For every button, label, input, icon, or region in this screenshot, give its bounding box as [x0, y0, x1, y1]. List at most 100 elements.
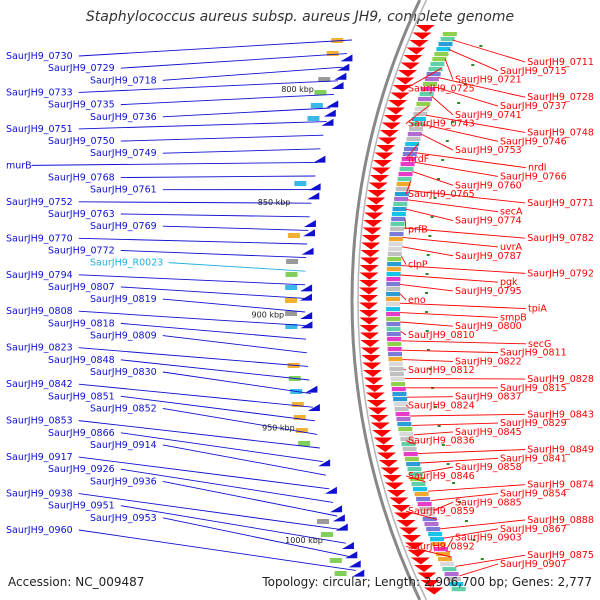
- leader-line-left: [120, 134, 324, 142]
- leader-line-right: [422, 466, 454, 473]
- gene-label-left: SaurJH9_0808: [6, 306, 73, 317]
- leader-line-right: [430, 493, 499, 502]
- gene-label-left: SaurJH9_0807: [48, 282, 115, 293]
- backbone-outer-arc: [350, 0, 422, 600]
- function-category-block: [436, 552, 451, 557]
- gene-label-left: SaurJH9_0819: [90, 294, 157, 305]
- gene-label-right: uvrA: [500, 242, 523, 253]
- function-category-block: [395, 412, 410, 417]
- forward-gene-arrow: [417, 572, 437, 580]
- gene-label-left: SaurJH9_0735: [48, 100, 115, 111]
- function-category-block: [407, 132, 422, 137]
- function-category-block: [411, 482, 426, 487]
- gene-label-left: SaurJH9_0729: [48, 63, 115, 74]
- leader-line-right: [438, 77, 526, 98]
- function-category-block: [417, 97, 432, 102]
- gene-label-right: SaurJH9_0760: [455, 180, 522, 191]
- leader-line-right: [405, 180, 412, 195]
- gene-label-right: SaurJH9_0837: [455, 392, 522, 403]
- leader-line-right: [414, 161, 499, 177]
- forward-gene-arrow: [407, 550, 427, 557]
- gene-label-right: eno: [408, 295, 426, 306]
- function-category-block: [413, 487, 428, 492]
- leader-line-left: [120, 93, 334, 106]
- reverse-gene-arrow: [305, 385, 318, 393]
- forward-gene-arrow: [389, 497, 409, 505]
- leader-line-left: [162, 480, 338, 517]
- forward-gene-arrow: [359, 280, 379, 287]
- reverse-gene-arrow: [318, 459, 331, 467]
- gene-label-right: SaurJH9_0743: [408, 119, 475, 130]
- function-category-block: [411, 117, 426, 122]
- forward-gene-arrow: [377, 137, 397, 145]
- leader-line-right: [403, 227, 526, 239]
- function-category-block: [390, 222, 405, 227]
- leader-line-right: [400, 321, 454, 327]
- leader-line-right: [405, 475, 426, 483]
- forward-gene-arrow: [402, 535, 422, 542]
- function-category-block: [392, 207, 407, 212]
- reverse-gene-arrow: [345, 551, 358, 559]
- gene-label-right: SaurJH9_0721: [455, 75, 522, 86]
- gene-label-right: nrdF: [408, 154, 429, 165]
- leader-line-right: [455, 554, 526, 567]
- function-category-block: [386, 327, 401, 332]
- function-category-block: [401, 442, 416, 447]
- function-category-block: [386, 312, 401, 317]
- composition-block: [286, 259, 299, 264]
- leader-line-left: [78, 121, 327, 130]
- forward-gene-arrow: [362, 370, 382, 377]
- leader-line-right: [403, 368, 407, 371]
- function-category-block: [408, 472, 423, 477]
- scale-label: 800 kbp: [281, 85, 314, 94]
- function-category-block: [430, 62, 445, 67]
- function-category-block: [414, 492, 429, 497]
- forward-gene-arrow: [360, 347, 380, 355]
- composition-block: [285, 324, 298, 329]
- composition-block: [294, 181, 307, 186]
- function-category-block: [403, 147, 418, 152]
- gc-mark: [472, 539, 476, 541]
- function-category-block: [399, 432, 414, 437]
- reverse-gene-arrow: [330, 505, 343, 513]
- function-category-block: [419, 92, 434, 97]
- forward-gene-arrow: [384, 482, 404, 490]
- forward-gene-arrow: [376, 145, 396, 152]
- gene-label-right: SaurJH9_0746: [500, 136, 567, 147]
- leader-line-left: [162, 408, 318, 435]
- gene-label-left: SaurJH9_0830: [90, 367, 157, 378]
- scale-label: 900 kbp: [252, 311, 285, 320]
- gene-label-left: SaurJH9_0842: [6, 379, 73, 390]
- leader-line-left: [120, 468, 334, 503]
- forward-gene-arrow: [362, 362, 382, 370]
- gc-mark: [441, 159, 445, 161]
- function-category-block: [405, 142, 420, 147]
- function-category-block: [394, 407, 409, 412]
- leader-line-left: [120, 53, 347, 69]
- function-category-block: [396, 182, 411, 187]
- gene-label-right: SaurJH9_0824: [408, 400, 475, 411]
- leader-line-right: [444, 58, 454, 80]
- reverse-gene-arrow: [307, 404, 320, 411]
- gene-label-left: SaurJH9_0960: [6, 525, 73, 536]
- function-category-block: [394, 197, 409, 202]
- function-category-block: [434, 52, 449, 57]
- gene-label-right: SaurJH9_0811: [500, 348, 567, 359]
- forward-gene-arrow: [372, 430, 392, 437]
- leader-line-right: [427, 484, 526, 492]
- leader-line-right: [412, 171, 454, 186]
- gene-label-right: SaurJH9_0849: [527, 445, 594, 456]
- leader-line-left: [78, 39, 352, 57]
- function-category-block: [406, 137, 421, 142]
- forward-gene-arrow: [424, 587, 444, 595]
- forward-gene-arrow: [375, 445, 395, 452]
- function-category-block: [386, 317, 401, 322]
- forward-gene-arrow: [359, 287, 379, 295]
- function-category-block: [400, 437, 415, 442]
- leader-line-right: [399, 302, 527, 310]
- scale-label: 1000 kbp: [285, 536, 323, 545]
- leader-line-right: [452, 39, 526, 63]
- function-category-block: [396, 417, 411, 422]
- function-category-block: [424, 522, 439, 527]
